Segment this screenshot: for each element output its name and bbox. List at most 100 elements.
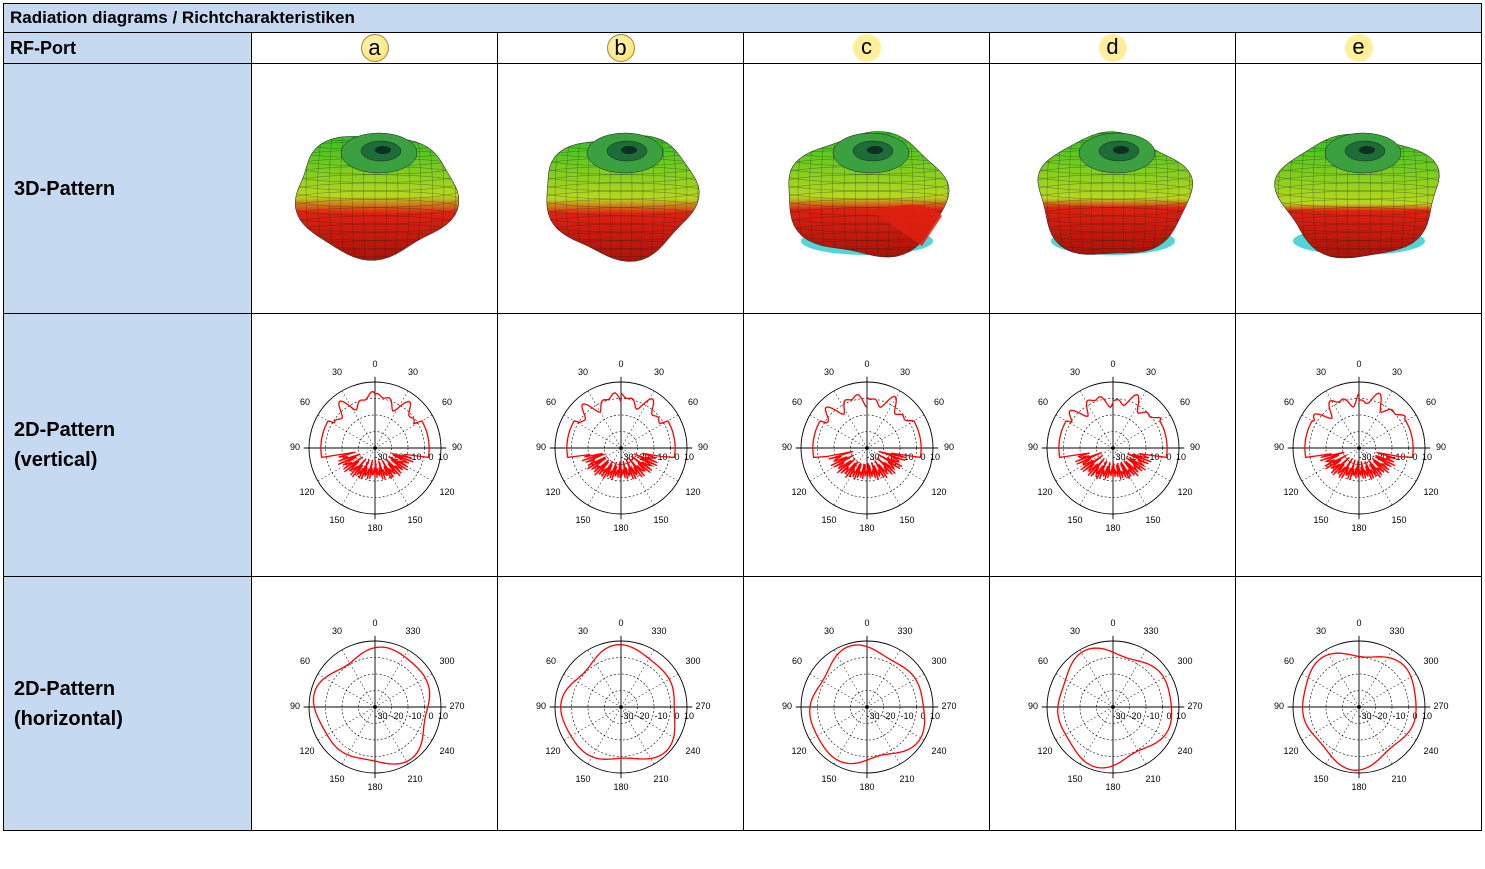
- polar-vertical-chart-c: 0 30 30 60 60 90 90 120 120 150 150 180 -30 -20 -10 0 10: [781, 359, 953, 533]
- polar-angle-label: 30: [577, 626, 587, 636]
- polar-angle-label: 30: [823, 626, 833, 636]
- polar-angle-label: 240: [931, 746, 946, 756]
- polar-radial-label: -10: [408, 452, 421, 462]
- polar-angle-label: 270: [449, 701, 464, 711]
- polar-trace: [1056, 646, 1172, 769]
- polar-angle-label: 0: [618, 359, 623, 369]
- polar-angle-label: 120: [1423, 487, 1438, 497]
- polar-radial-label: -20: [390, 711, 403, 721]
- pattern-3d-image-e: [1273, 132, 1440, 258]
- polar-angle-label: 60: [791, 656, 801, 666]
- polar-angle-label: 90: [1273, 701, 1283, 711]
- polar-angle-label: 0: [618, 618, 623, 628]
- polar-radial-label: 10: [437, 452, 447, 462]
- polar-angle-label: 90: [943, 442, 953, 452]
- pattern-3d-cell: [1235, 63, 1482, 314]
- polar-angle-label: 300: [1423, 656, 1438, 666]
- polar-angle-label: 60: [1037, 656, 1047, 666]
- polar-angle-label: 0: [372, 359, 377, 369]
- polar-angle-label: 30: [653, 367, 663, 377]
- polar-angle-label: 120: [1283, 487, 1298, 497]
- polar-angle-label: 60: [1179, 397, 1189, 407]
- polar-angle-label: 30: [331, 367, 341, 377]
- polar-angle-label: 30: [577, 367, 587, 377]
- row-header-2d-vertical: 2D-Pattern (vertical): [3, 313, 252, 577]
- polar-radial-label: 10: [683, 452, 693, 462]
- polar-angle-label: 300: [931, 656, 946, 666]
- pattern-3d-image-d: [1036, 130, 1193, 255]
- port-cell-a: a: [251, 32, 498, 64]
- polar-angle-label: 60: [1283, 397, 1293, 407]
- polar-angle-label: 120: [439, 487, 454, 497]
- polar-angle-label: 60: [441, 397, 451, 407]
- polar-angle-label: 210: [1145, 774, 1160, 784]
- pattern-2d-vertical-line2: (vertical): [14, 449, 98, 471]
- polar-angle-label: 120: [791, 746, 806, 756]
- polar-radial-label: 10: [437, 711, 447, 721]
- polar-trace: [312, 645, 430, 765]
- polar-angle-label: 330: [1143, 626, 1158, 636]
- polar-radial-label: -30: [1358, 452, 1371, 462]
- polar-horizontal-chart-c: 0 30 330 60 300 90 270 120 240 150 210 180 -30 -20 -10…: [781, 618, 956, 792]
- port-badge-c: c: [852, 34, 881, 62]
- polar-radial-label: -10: [900, 452, 913, 462]
- polar-angle-label: 90: [535, 701, 545, 711]
- polar-angle-label: 210: [407, 774, 422, 784]
- polar-trace: [1303, 392, 1414, 480]
- polar-angle-label: 90: [697, 442, 707, 452]
- polar-angle-label: 0: [1110, 359, 1115, 369]
- pattern-2d-horizontal-line1: 2D-Pattern: [14, 677, 116, 700]
- polar-vertical-cell: 0 30 30 60 60 90 90 120 120 150 150 180 -30 -20 -10 0 10: [497, 313, 744, 577]
- polar-radial-label: 10: [1421, 711, 1431, 721]
- polar-angle-label: 150: [899, 515, 914, 525]
- polar-angle-label: 210: [1391, 774, 1406, 784]
- row-header-rf-port: RF-Port: [3, 32, 252, 64]
- polar-radial-label: -30: [374, 452, 387, 462]
- polar-angle-label: 180: [1351, 782, 1366, 792]
- pattern-3d-cell: [251, 63, 498, 314]
- polar-radial-label: -20: [1128, 711, 1141, 721]
- polar-radial-label: 0: [920, 711, 925, 721]
- polar-horizontal-cell: 0 30 330 60 300 90 270 120 240 150 210 180 -30 -20 -10…: [989, 576, 1236, 831]
- polar-radial-label: 10: [1175, 711, 1185, 721]
- polar-radial-label: -30: [1112, 452, 1125, 462]
- polar-angle-label: 150: [821, 515, 836, 525]
- port-badge-e: e: [1344, 34, 1373, 62]
- polar-vertical-cell: 0 30 30 60 60 90 90 120 120 150 150 180 -30 -20 -10 0 10: [743, 313, 990, 577]
- polar-radial-label: 10: [929, 452, 939, 462]
- polar-angle-label: 150: [1145, 515, 1160, 525]
- radiation-diagram-sheet: Radiation diagrams / Richtcharakteristik…: [3, 3, 1482, 831]
- polar-angle-label: 150: [1313, 515, 1328, 525]
- polar-radial-label: -10: [654, 711, 667, 721]
- polar-angle-label: 60: [299, 397, 309, 407]
- polar-angle-label: 90: [1435, 442, 1445, 452]
- polar-radial-label: -30: [1358, 711, 1371, 721]
- polar-angle-label: 30: [331, 626, 341, 636]
- polar-horizontal-chart-e: 0 30 330 60 300 90 270 120 240 150 210 180 -30 -20 -10…: [1273, 618, 1448, 792]
- port-cell-b: b: [497, 32, 744, 64]
- polar-radial-label: -10: [1146, 711, 1159, 721]
- polar-angle-label: 120: [791, 487, 806, 497]
- polar-angle-label: 60: [545, 397, 555, 407]
- polar-radial-label: -30: [620, 452, 633, 462]
- polar-angle-label: 0: [1356, 359, 1361, 369]
- pattern-3d-image-a: [294, 132, 459, 261]
- polar-angle-label: 300: [1177, 656, 1192, 666]
- port-badge-d: d: [1098, 34, 1127, 62]
- polar-angle-label: 150: [407, 515, 422, 525]
- table-title: Radiation diagrams / Richtcharakteristik…: [3, 3, 1482, 33]
- polar-trace: [1057, 393, 1168, 480]
- polar-radial-label: -10: [900, 711, 913, 721]
- polar-angle-label: 180: [367, 523, 382, 533]
- polar-angle-label: 300: [439, 656, 454, 666]
- polar-angle-label: 330: [897, 626, 912, 636]
- polar-horizontal-cell: 0 30 330 60 300 90 270 120 240 150 210 180 -30 -20 -10…: [497, 576, 744, 831]
- polar-radial-label: 0: [1166, 711, 1171, 721]
- polar-angle-label: 150: [1391, 515, 1406, 525]
- polar-angle-label: 60: [1283, 656, 1293, 666]
- polar-angle-label: 330: [651, 626, 666, 636]
- polar-angle-label: 60: [1037, 397, 1047, 407]
- pattern-3d-cell: [497, 63, 744, 314]
- polar-radial-label: 0: [920, 452, 925, 462]
